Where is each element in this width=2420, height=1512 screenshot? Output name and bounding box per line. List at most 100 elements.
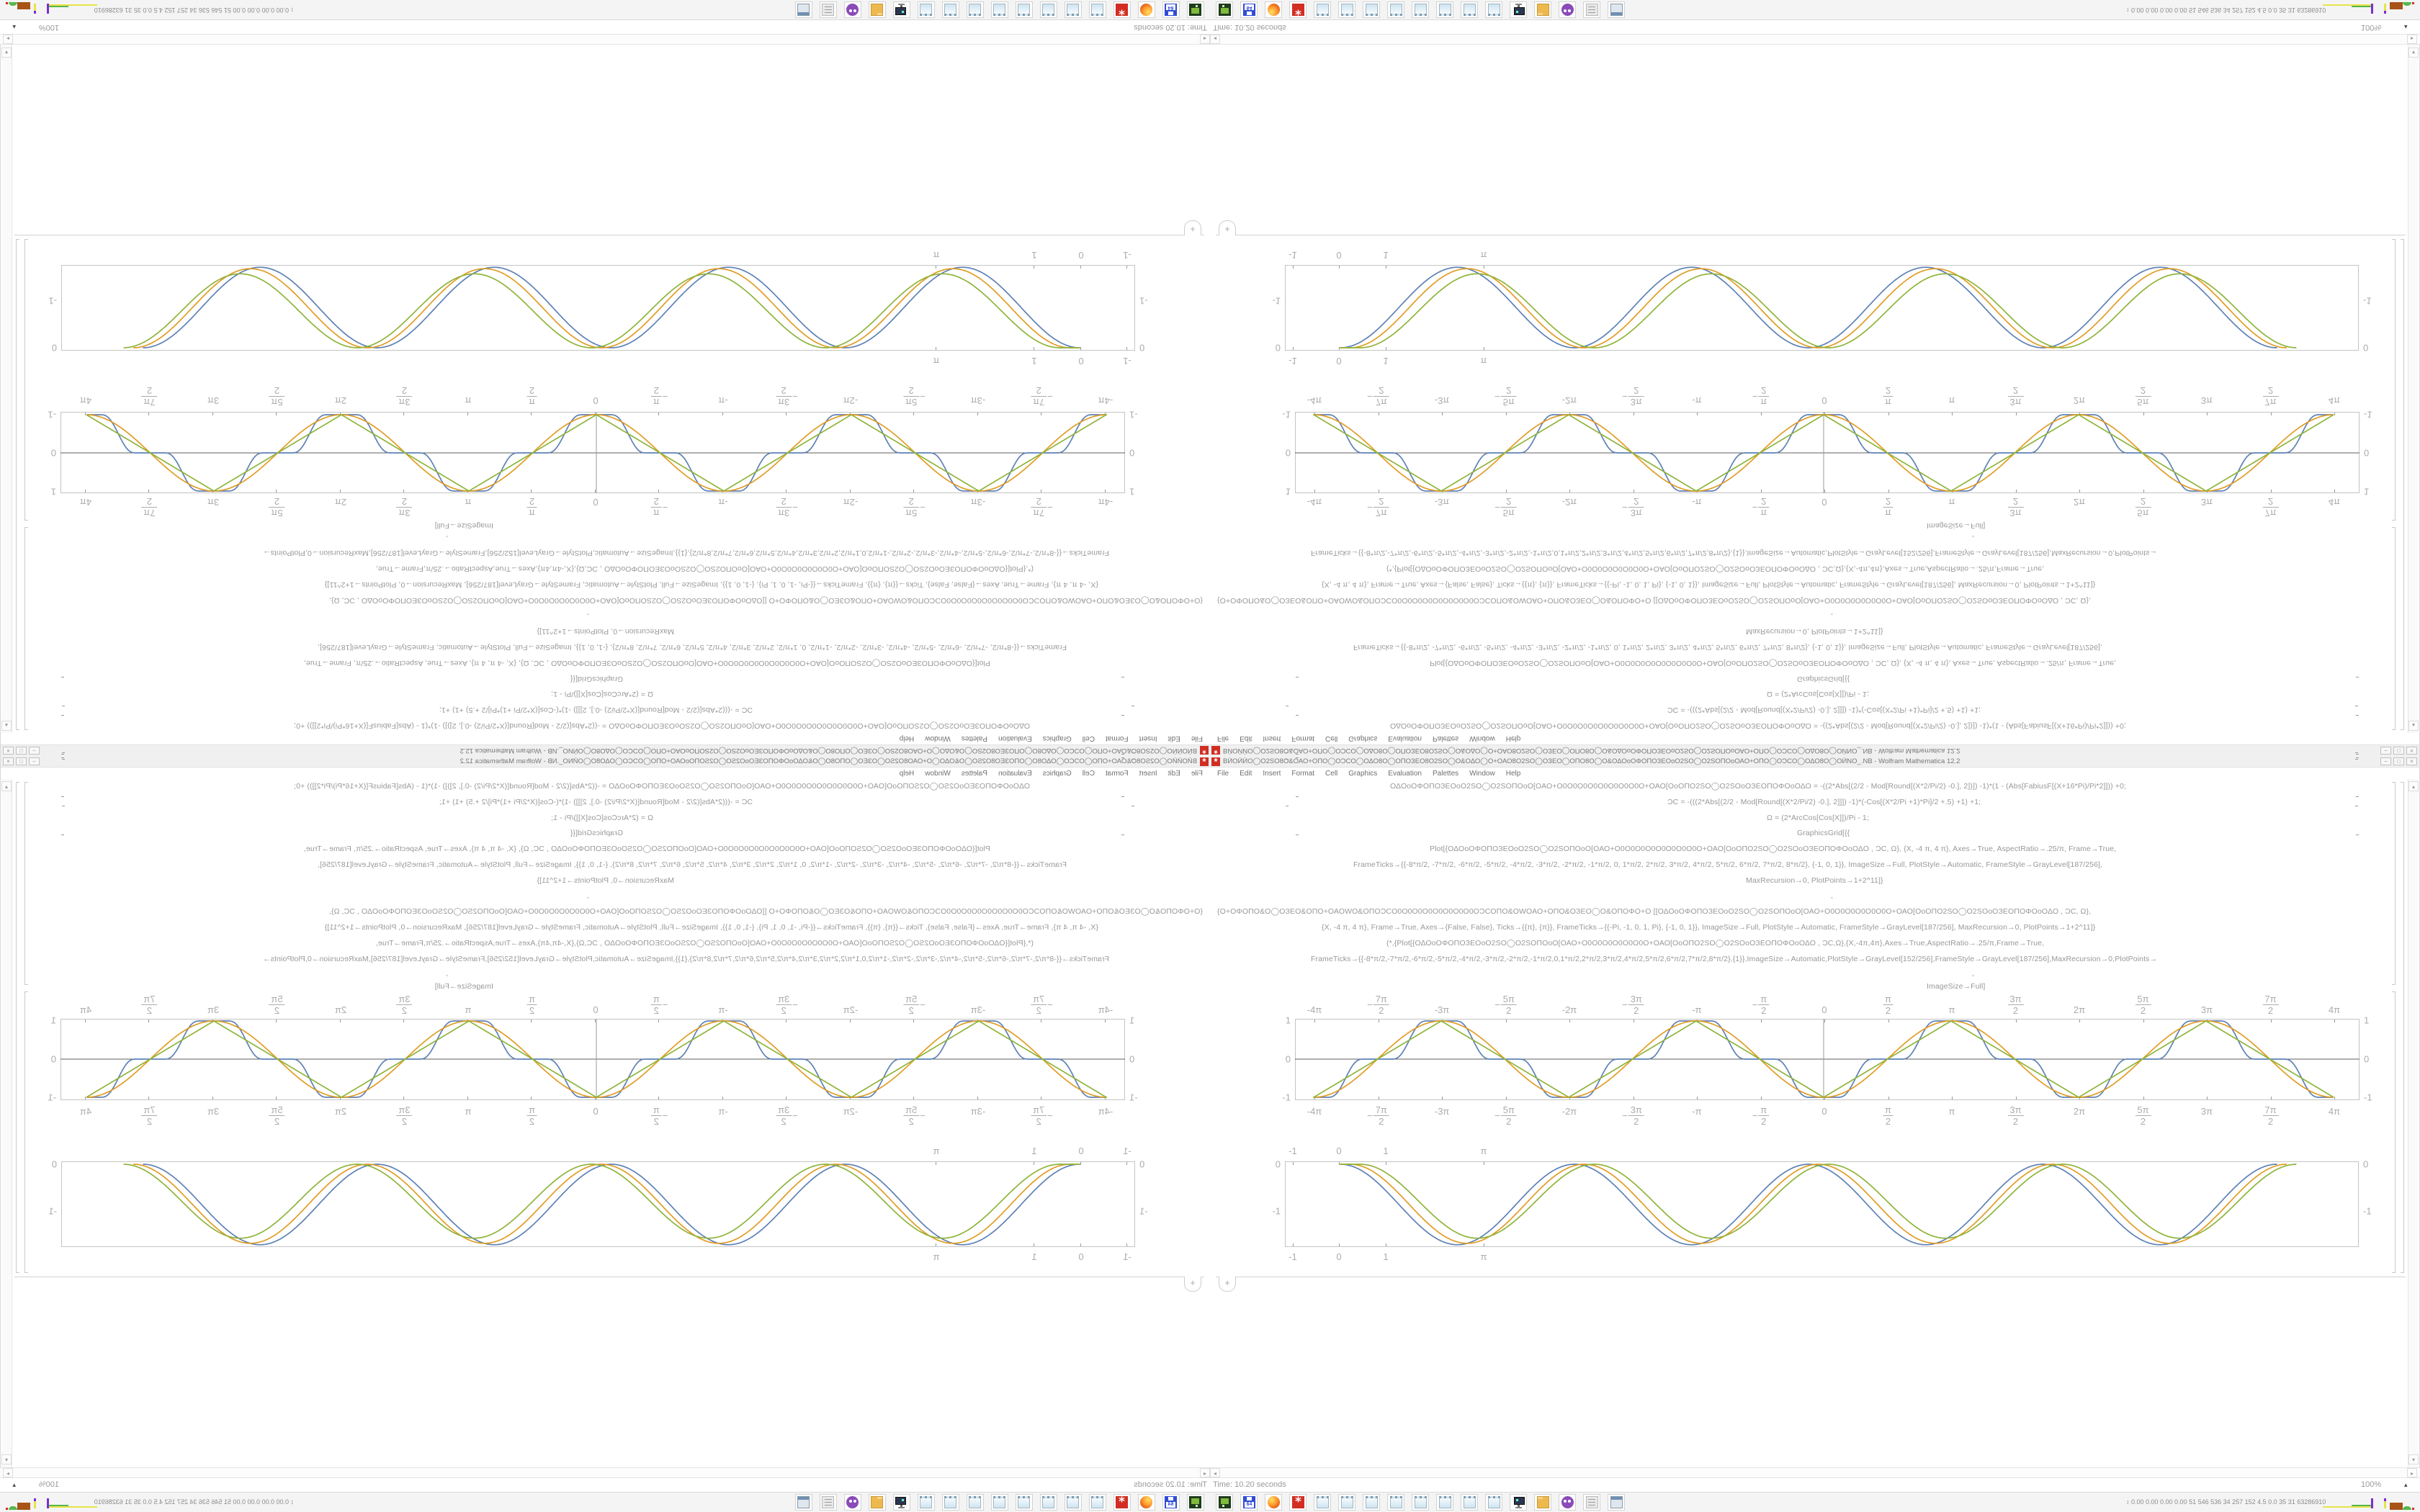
menu-graphics[interactable]: Graphics (1348, 734, 1378, 743)
menu-file[interactable]: File (1191, 734, 1203, 743)
taskbar-folder-icon[interactable] (1534, 1, 1551, 18)
vertical-scrollbar[interactable]: ▴ ▾ (1, 45, 12, 733)
taskbar-firefox-icon[interactable] (1265, 1, 1282, 18)
menu-file[interactable]: File (1191, 769, 1203, 778)
taskbar-firefox-icon[interactable] (1138, 1, 1155, 18)
menu-evaluation[interactable]: Evaluation (1388, 769, 1422, 778)
code-line[interactable]: {X, -4 π, 4 π}, Frame→True, Axes→{False,… (1322, 923, 2096, 932)
minimize-button[interactable]: − (29, 747, 40, 755)
input-cell-bracket[interactable] (2392, 782, 2396, 985)
menu-window[interactable]: Window (1469, 769, 1495, 778)
input-cell-bracket[interactable] (2392, 527, 2396, 730)
title-bar[interactable]: * ΒЍΟЍЍΟ◯Ο2SΟ8Ο&ΟΑΟ+ΟΠΟ◯ΟƆϹΟ◯ΟΔΟ8Ο◯ΟΠΟЗΕ… (1, 744, 1210, 756)
taskbar-note-icon[interactable] (1040, 1494, 1057, 1511)
menu-palettes[interactable]: Palettes (961, 769, 987, 778)
code-line[interactable]: FrameTicks→{{-8*π/2, -7*π/2, -6*π/2, -5*… (317, 860, 1067, 869)
taskbar-note-icon[interactable] (1363, 1494, 1380, 1511)
code-line[interactable]: Ω = (2*ArcCos[Cos[X]])/Pi - 1; (551, 814, 653, 822)
taskbar-note-icon[interactable] (1461, 1494, 1478, 1511)
menu-edit[interactable]: Edit (1168, 734, 1180, 743)
minimize-button[interactable]: − (2380, 757, 2391, 765)
code-line[interactable]: ImageSize→Full] (434, 982, 493, 991)
taskbar-owl-icon[interactable] (844, 1494, 861, 1511)
menu-window[interactable]: Window (1469, 734, 1495, 743)
cell-group-bracket[interactable] (2401, 239, 2404, 730)
menu-evaluation[interactable]: Evaluation (1388, 734, 1422, 743)
code-line[interactable]: Ω = (2*ArcCos[Cos[X]])/Pi - 1; (1767, 814, 1869, 822)
code-line[interactable]: ƆϹ = -(((2*Abs[(2/2 - Mod[Round[(X*2/Pi/… (439, 798, 753, 806)
taskbar-note-icon[interactable] (1040, 1, 1057, 18)
taskbar-folder-icon[interactable] (1534, 1494, 1551, 1511)
close-button[interactable]: × (2406, 747, 2417, 755)
title-bar[interactable]: * ΒЍΟЍЍΟ◯Ο2SΟ8Ο&ΟΑΟ+ΟΠΟ◯ΟƆϹΟ◯ΟΔΟ8Ο◯ΟΠΟЗΕ… (1210, 744, 2419, 756)
taskbar-note-icon[interactable] (1461, 1, 1478, 18)
scroll-down-button[interactable]: ▾ (2408, 1454, 2419, 1464)
menu-palettes[interactable]: Palettes (961, 734, 987, 743)
taskbar-gear-icon[interactable]: * (1113, 1494, 1131, 1511)
menu-file[interactable]: File (1217, 769, 1229, 778)
magnification-control[interactable]: 100% (2361, 23, 2382, 32)
taskbar-note-icon[interactable] (1314, 1494, 1331, 1511)
taskbar-window-icon[interactable] (1608, 1494, 1625, 1511)
taskbar-owl-icon[interactable] (844, 1, 861, 18)
code-line[interactable]: (*,{Plot[{ΟΔΟοΟΦΟΠΟЗΕΟοΟ2SΟ◯Ο2SΟΠΟοΟ[ΟΑΟ… (375, 939, 1034, 948)
menu-palettes[interactable]: Palettes (1433, 769, 1459, 778)
taskbar-gear-icon[interactable]: * (1113, 1, 1131, 18)
cell-insert-plus-button[interactable]: + (1219, 220, 1236, 235)
taskbar-note-icon[interactable] (1016, 1, 1033, 18)
menu-window[interactable]: Window (925, 734, 951, 743)
menu-window[interactable]: Window (925, 769, 951, 778)
code-line[interactable]: GraphicsGrid[{{ (570, 675, 623, 683)
code-line[interactable]: , (586, 612, 589, 621)
taskbar-note-icon[interactable] (1338, 1494, 1355, 1511)
taskbar-folder-icon[interactable] (869, 1, 886, 18)
menu-format[interactable]: Format (1291, 769, 1315, 778)
menu-cell[interactable]: Cell (1082, 734, 1095, 743)
output-cell-bracket[interactable] (2392, 991, 2396, 1273)
scroll-left-button[interactable]: ◂ (1210, 35, 1220, 44)
taskbar-scroll-icon[interactable] (820, 1, 837, 18)
horizontal-scrollbar[interactable]: ◂ ▸ (1210, 34, 2420, 45)
menu-format[interactable]: Format (1105, 769, 1129, 778)
code-line[interactable]: GraphicsGrid[{{ (570, 829, 623, 837)
menu-cell[interactable]: Cell (1082, 769, 1095, 778)
menu-edit[interactable]: Edit (1240, 734, 1252, 743)
code-line[interactable]: {X, -4 π, 4 π}, Frame→True, Axes→{False,… (324, 923, 1098, 932)
menu-format[interactable]: Format (1291, 734, 1315, 743)
code-line[interactable]: ΟΔΟοΟΦΟΠΟЗΕΟοΟ2SΟ◯Ο2SΟΠΟοΟ[ΟΑΟ+Ο0Ο0Ο0Ο0Ο… (1390, 782, 2126, 791)
restore-button[interactable]: □ (2393, 747, 2404, 755)
taskbar-note-icon[interactable] (1065, 1494, 1082, 1511)
menu-insert[interactable]: Insert (1263, 769, 1281, 778)
menu-insert[interactable]: Insert (1263, 734, 1281, 743)
taskbar-firefox-icon[interactable] (1265, 1494, 1282, 1511)
taskbar-window-icon[interactable] (795, 1494, 812, 1511)
taskbar-disk64-icon[interactable]: 64 (1162, 1, 1180, 18)
scroll-right-button[interactable]: ▸ (3, 35, 13, 44)
minimize-button[interactable]: − (29, 757, 40, 765)
code-line[interactable]: {Ο+ΟΦΟΠΟ&Ο◯ΟЗΕΟ&ΟΠΟ+ΟΑΟWΟ&ΟΠΟƆϹΟ0Ο0Ο0Ο0Ο… (328, 596, 1203, 605)
taskbar-note-icon[interactable] (942, 1494, 959, 1511)
taskbar-note-icon[interactable] (1016, 1494, 1033, 1511)
scroll-right-button[interactable]: ▸ (3, 1468, 13, 1477)
taskbar-note-icon[interactable] (918, 1, 935, 18)
minimize-button[interactable]: − (2380, 747, 2391, 755)
scroll-up-button[interactable]: ▴ (1, 721, 12, 731)
code-line[interactable]: Ω = (2*ArcCos[Cos[X]])/Pi - 1; (551, 690, 653, 698)
code-line[interactable]: ƆϹ = -(((2*Abs[(2/2 - Mod[Round[(X*2/Pi/… (1667, 798, 1981, 806)
code-line[interactable]: ΟΔΟοΟΦΟΠΟЗΕΟοΟ2SΟ◯Ο2SΟΠΟοΟ[ΟΑΟ+Ο0Ο0Ο0Ο0Ο… (294, 782, 1030, 791)
cell-group-bracket[interactable] (16, 239, 19, 730)
taskbar-owl-icon[interactable] (1559, 1, 1576, 18)
menu-insert[interactable]: Insert (1139, 769, 1157, 778)
horizontal-scrollbar[interactable]: ◂ ▸ (1210, 1467, 2420, 1478)
menu-help[interactable]: Help (1505, 769, 1521, 778)
code-line[interactable]: MaxRecursion→0, PlotPoints→1+2^11]} (1746, 627, 1883, 636)
code-line[interactable]: FrameTicks→{{-8*π/2,-7*π/2,-6*π/2,-5*π/2… (1311, 549, 2158, 557)
taskbar-monitor-icon[interactable] (1510, 1, 1527, 18)
code-line[interactable]: Ω = (2*ArcCos[Cos[X]])/Pi - 1; (1767, 690, 1869, 698)
menu-edit[interactable]: Edit (1240, 769, 1252, 778)
taskbar-disk64-icon[interactable]: 64 (1240, 1, 1258, 18)
taskbar-scroll-icon[interactable] (820, 1494, 837, 1511)
taskbar-drive-icon[interactable] (1187, 1494, 1204, 1511)
menu-evaluation[interactable]: Evaluation (998, 769, 1032, 778)
code-line[interactable]: ΟΔΟοΟΦΟΠΟЗΕΟοΟ2SΟ◯Ο2SΟΠΟοΟ[ΟΑΟ+Ο0Ο0Ο0Ο0Ο… (294, 721, 1030, 730)
